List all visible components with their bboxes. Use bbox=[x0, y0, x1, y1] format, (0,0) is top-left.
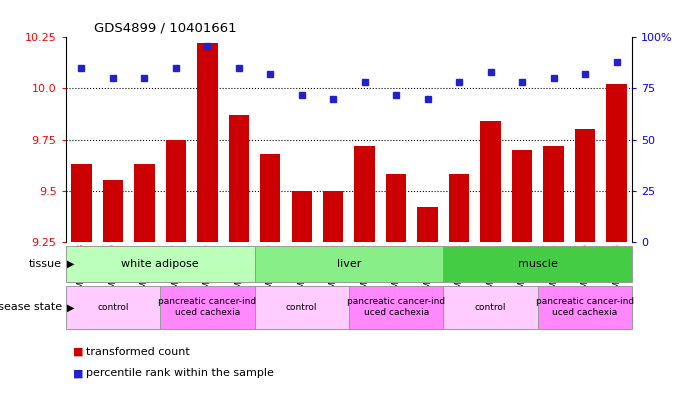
Bar bbox=[254, 246, 444, 282]
Bar bbox=[160, 286, 254, 329]
Bar bbox=[197, 44, 218, 242]
Bar bbox=[103, 180, 123, 242]
Text: pancreatic cancer-ind
uced cachexia: pancreatic cancer-ind uced cachexia bbox=[347, 297, 445, 318]
Text: ▶: ▶ bbox=[67, 302, 75, 312]
Text: ■: ■ bbox=[73, 347, 83, 357]
Bar bbox=[386, 174, 406, 242]
Text: control: control bbox=[475, 303, 507, 312]
Bar bbox=[449, 174, 469, 242]
Bar bbox=[323, 191, 343, 242]
Bar bbox=[66, 286, 160, 329]
Bar bbox=[444, 286, 538, 329]
Bar bbox=[229, 115, 249, 242]
Bar bbox=[444, 246, 632, 282]
Text: ■: ■ bbox=[73, 368, 83, 378]
Text: white adipose: white adipose bbox=[121, 259, 199, 269]
Bar bbox=[543, 146, 564, 242]
Text: transformed count: transformed count bbox=[86, 347, 190, 357]
Bar bbox=[538, 286, 632, 329]
Bar bbox=[480, 121, 501, 242]
Text: pancreatic cancer-ind
uced cachexia: pancreatic cancer-ind uced cachexia bbox=[536, 297, 634, 318]
Text: tissue: tissue bbox=[29, 259, 62, 269]
Bar bbox=[354, 146, 375, 242]
Text: muscle: muscle bbox=[518, 259, 558, 269]
Text: ▶: ▶ bbox=[67, 259, 75, 269]
Bar bbox=[417, 207, 438, 242]
Text: GDS4899 / 10401661: GDS4899 / 10401661 bbox=[94, 22, 236, 35]
Text: pancreatic cancer-ind
uced cachexia: pancreatic cancer-ind uced cachexia bbox=[158, 297, 256, 318]
Text: control: control bbox=[97, 303, 129, 312]
Text: percentile rank within the sample: percentile rank within the sample bbox=[86, 368, 274, 378]
Bar bbox=[575, 129, 595, 242]
Bar bbox=[260, 154, 281, 242]
Text: liver: liver bbox=[337, 259, 361, 269]
Bar bbox=[166, 140, 186, 242]
Text: control: control bbox=[286, 303, 317, 312]
Bar bbox=[71, 164, 92, 242]
Bar bbox=[134, 164, 155, 242]
Bar bbox=[292, 191, 312, 242]
Text: disease state: disease state bbox=[0, 302, 62, 312]
Bar bbox=[349, 286, 444, 329]
Bar bbox=[254, 286, 349, 329]
Bar bbox=[606, 84, 627, 242]
Bar bbox=[66, 246, 254, 282]
Bar bbox=[512, 150, 532, 242]
